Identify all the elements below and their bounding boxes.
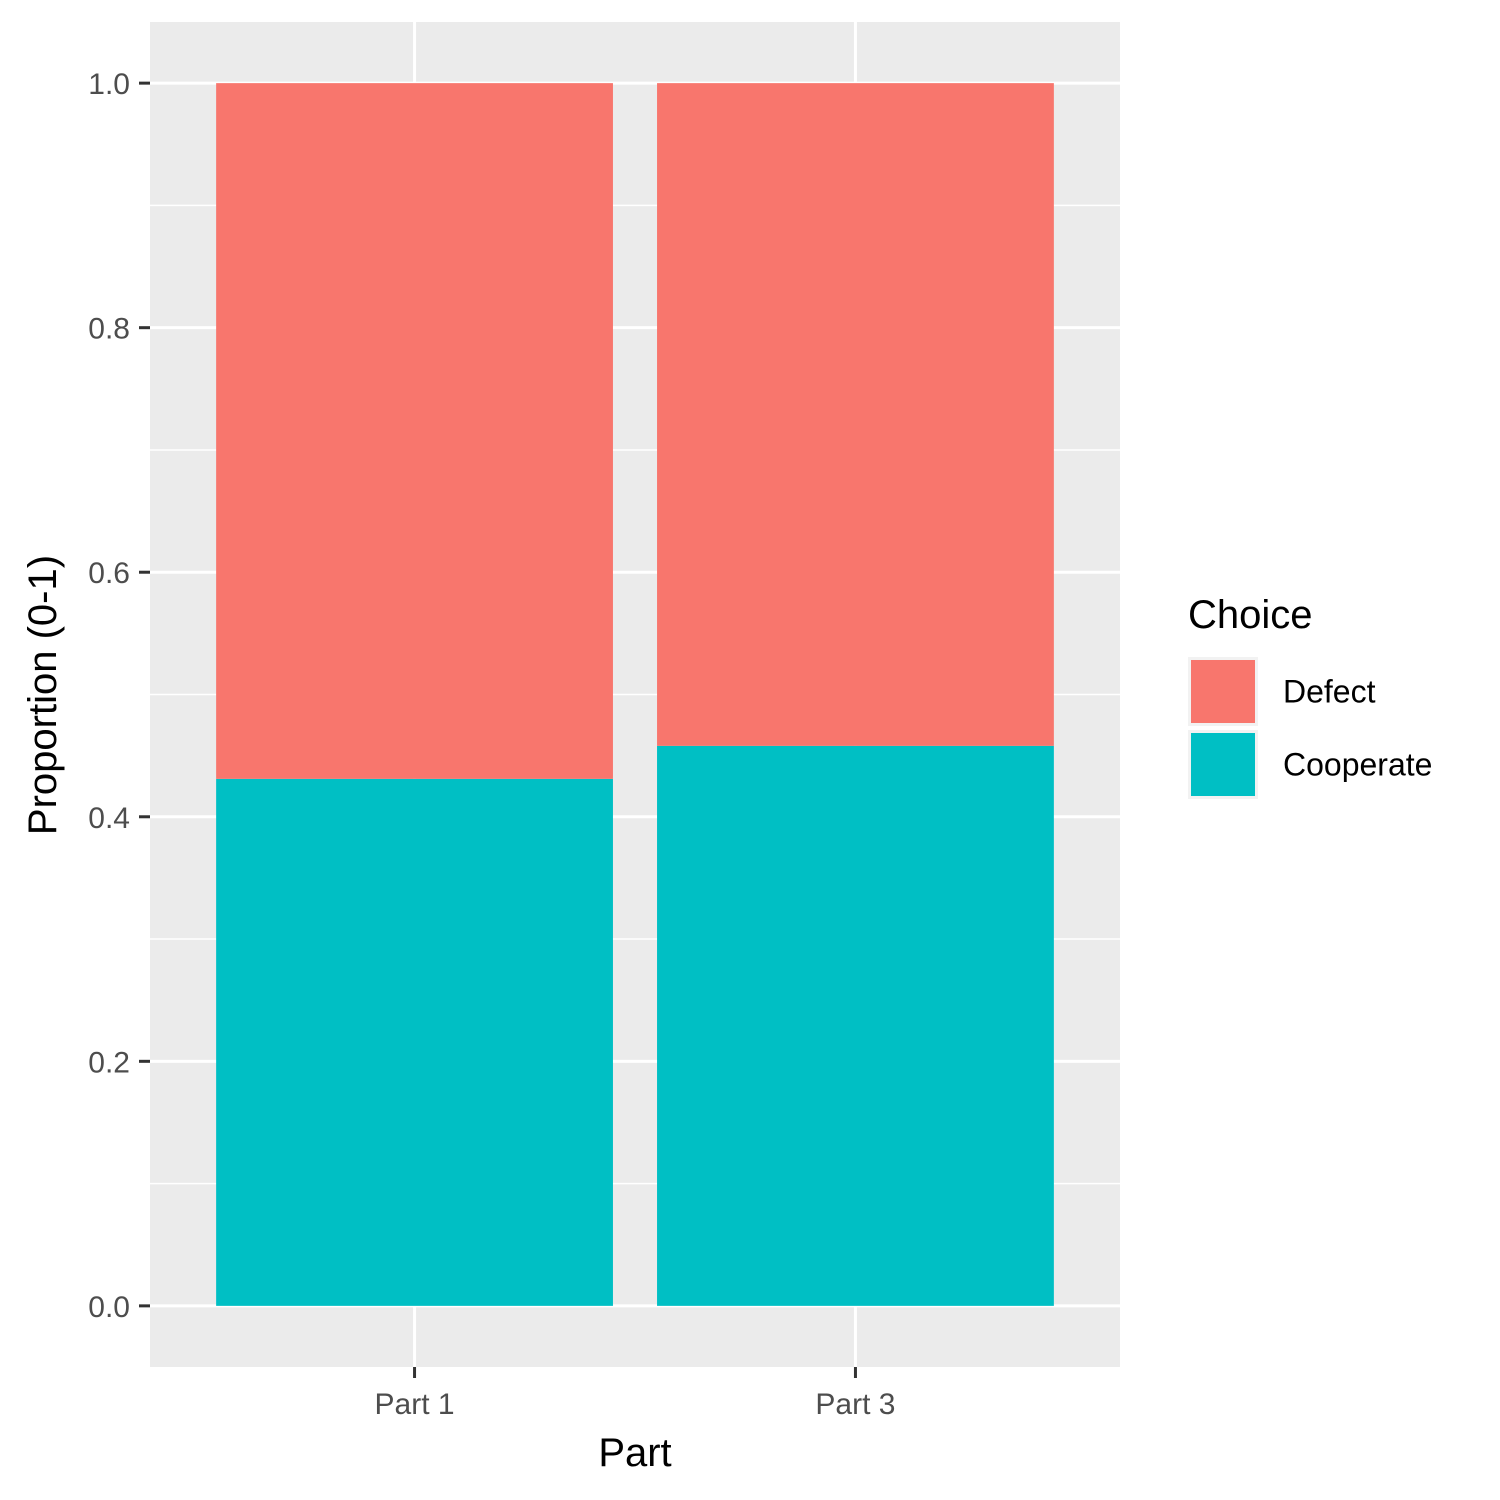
x-tick-label: Part 1 [375,1388,455,1421]
bar-defect-part-1 [216,83,613,779]
x-tick-label: Part 3 [815,1388,895,1421]
legend-title: Choice [1188,593,1313,637]
y-tick-label: 0.0 [88,1291,130,1324]
y-tick-label: 1.0 [88,68,130,101]
legend-swatch-defect [1191,660,1255,723]
legend: Choice Defect Cooperate [1188,593,1432,799]
bar-cooperate-part-3 [657,745,1054,1306]
legend-swatch-cooperate [1191,733,1255,796]
x-axis: Part 1 Part 3 [375,1367,895,1421]
bar-defect-part-3 [657,83,1054,746]
bars [216,83,1054,1306]
y-axis: 0.0 0.2 0.4 0.6 0.8 1.0 [88,68,150,1324]
y-tick-label: 0.8 [88,313,130,346]
legend-label-defect: Defect [1283,674,1376,710]
y-tick-label: 0.4 [88,802,130,835]
y-tick-label: 0.6 [88,557,130,590]
x-axis-title: Part [598,1431,671,1475]
y-tick-label: 0.2 [88,1046,130,1079]
legend-label-cooperate: Cooperate [1283,747,1432,783]
y-axis-title: Proportion (0-1) [21,555,65,835]
bar-cooperate-part-1 [216,778,613,1306]
